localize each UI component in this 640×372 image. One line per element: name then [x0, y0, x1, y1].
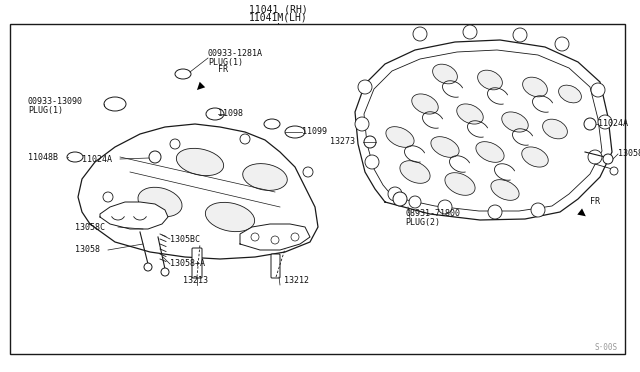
Circle shape	[393, 192, 407, 206]
Circle shape	[291, 233, 299, 241]
Ellipse shape	[433, 64, 458, 84]
Ellipse shape	[559, 85, 581, 103]
Ellipse shape	[445, 173, 475, 195]
Circle shape	[303, 167, 313, 177]
Text: 11024A: 11024A	[598, 119, 628, 128]
FancyBboxPatch shape	[271, 254, 280, 278]
Text: 13213: 13213	[182, 276, 207, 285]
Text: 11041 (RH): 11041 (RH)	[248, 4, 307, 14]
Circle shape	[365, 155, 379, 169]
Text: 11041M(LH): 11041M(LH)	[248, 13, 307, 23]
Ellipse shape	[431, 137, 459, 157]
Ellipse shape	[412, 94, 438, 114]
Polygon shape	[240, 224, 310, 250]
Text: 13273: 13273	[330, 138, 355, 147]
Ellipse shape	[175, 69, 191, 79]
Ellipse shape	[502, 112, 528, 132]
Ellipse shape	[177, 148, 223, 176]
Circle shape	[603, 154, 613, 164]
Text: 08931-71800: 08931-71800	[405, 209, 460, 218]
Circle shape	[513, 28, 527, 42]
Polygon shape	[78, 124, 318, 259]
Circle shape	[488, 205, 502, 219]
Circle shape	[251, 233, 259, 241]
Circle shape	[555, 37, 569, 51]
Circle shape	[598, 115, 612, 129]
Circle shape	[584, 118, 596, 130]
Text: 11098: 11098	[218, 109, 243, 119]
Circle shape	[409, 196, 421, 208]
Circle shape	[144, 263, 152, 271]
Text: 13058C: 13058C	[75, 222, 105, 231]
Circle shape	[161, 268, 169, 276]
Ellipse shape	[205, 202, 255, 232]
Polygon shape	[100, 202, 168, 229]
Bar	[10, 24, 625, 354]
Circle shape	[240, 134, 250, 144]
Text: 11048B: 11048B	[28, 153, 58, 161]
Circle shape	[610, 167, 618, 175]
Ellipse shape	[67, 152, 83, 162]
Text: 11024A: 11024A	[82, 154, 112, 164]
Circle shape	[103, 192, 113, 202]
Circle shape	[170, 139, 180, 149]
Text: 00933-13090: 00933-13090	[28, 97, 83, 106]
Text: PLUG(1): PLUG(1)	[208, 58, 243, 67]
Polygon shape	[355, 40, 612, 220]
Ellipse shape	[400, 161, 430, 183]
Text: S·00S: S·00S	[595, 343, 618, 352]
Circle shape	[271, 236, 279, 244]
Ellipse shape	[243, 164, 287, 190]
Circle shape	[531, 203, 545, 217]
Text: 13058+A: 13058+A	[170, 260, 205, 269]
Text: 00933-1281A: 00933-1281A	[208, 49, 263, 58]
Circle shape	[438, 200, 452, 214]
Circle shape	[149, 151, 161, 163]
Ellipse shape	[285, 126, 305, 138]
Ellipse shape	[206, 108, 224, 120]
Circle shape	[588, 150, 602, 164]
Text: 13212: 13212	[284, 276, 309, 285]
Text: 11099: 11099	[302, 128, 327, 137]
Text: PLUG(2): PLUG(2)	[405, 218, 440, 227]
Ellipse shape	[543, 119, 568, 139]
Text: PLUG(1): PLUG(1)	[28, 106, 63, 115]
Circle shape	[413, 27, 427, 41]
Circle shape	[388, 187, 402, 201]
Ellipse shape	[138, 187, 182, 217]
Text: 13058: 13058	[75, 246, 100, 254]
Ellipse shape	[264, 119, 280, 129]
FancyBboxPatch shape	[192, 248, 202, 278]
Text: 1305BC: 1305BC	[170, 234, 200, 244]
Text: FR: FR	[590, 198, 600, 206]
Ellipse shape	[104, 97, 126, 111]
Ellipse shape	[386, 127, 414, 147]
Ellipse shape	[477, 70, 502, 90]
Circle shape	[364, 136, 376, 148]
Ellipse shape	[523, 77, 547, 97]
Ellipse shape	[522, 147, 548, 167]
Circle shape	[463, 25, 477, 39]
Circle shape	[591, 83, 605, 97]
Ellipse shape	[476, 142, 504, 162]
Circle shape	[358, 80, 372, 94]
Ellipse shape	[457, 104, 483, 124]
Text: FR: FR	[218, 65, 228, 74]
Circle shape	[355, 117, 369, 131]
Text: 13058+A: 13058+A	[618, 150, 640, 158]
Ellipse shape	[491, 180, 519, 201]
